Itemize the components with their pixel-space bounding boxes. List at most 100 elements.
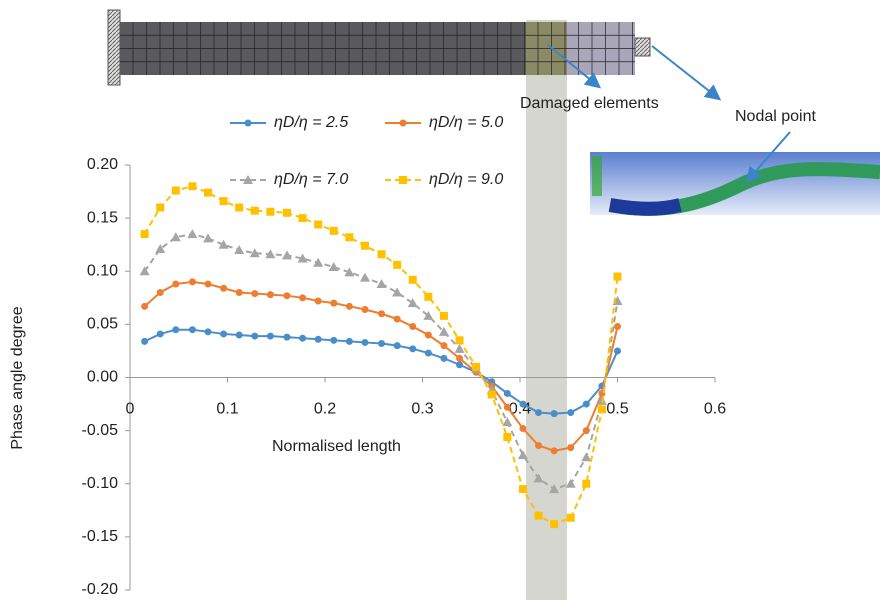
wall xyxy=(108,10,120,85)
legend-item: ηD/η = 2.5 xyxy=(230,114,348,131)
data-point xyxy=(234,245,244,254)
data-point xyxy=(614,273,622,281)
data-point xyxy=(204,189,212,197)
data-point xyxy=(456,355,463,362)
data-point xyxy=(456,361,463,368)
data-point xyxy=(157,330,164,337)
data-point xyxy=(299,294,306,301)
legend-marker xyxy=(400,120,407,127)
data-point xyxy=(582,480,590,488)
data-point xyxy=(425,350,432,357)
data-point xyxy=(566,479,576,488)
data-point xyxy=(504,390,511,397)
data-point xyxy=(409,345,416,352)
data-point xyxy=(393,261,401,269)
beam-diagram xyxy=(108,10,650,85)
data-point xyxy=(598,405,606,413)
fe-inset xyxy=(590,152,880,215)
data-point xyxy=(236,289,243,296)
data-point xyxy=(220,285,227,292)
data-point xyxy=(503,433,511,441)
data-point xyxy=(488,391,496,399)
data-point xyxy=(378,340,385,347)
data-point xyxy=(205,328,212,335)
data-point xyxy=(614,347,621,354)
data-point xyxy=(425,332,432,339)
legend-item: ηD/η = 7.0 xyxy=(230,171,348,188)
data-point xyxy=(251,290,258,297)
legend-label: ηD/η = 2.5 xyxy=(274,114,348,131)
nodal-point xyxy=(635,38,650,56)
data-point xyxy=(567,514,575,522)
page: {"chart_data": {"type": "line", "x_label… xyxy=(0,0,880,600)
data-point xyxy=(205,281,212,288)
data-point xyxy=(535,409,542,416)
x-tick-label: 0.3 xyxy=(411,401,433,418)
y-tick-label: 0.15 xyxy=(87,209,118,226)
data-point xyxy=(440,312,448,320)
y-axis-label: Phase angle degree xyxy=(9,306,26,449)
legend-marker xyxy=(245,120,252,127)
y-tick-label: 0.00 xyxy=(87,369,118,386)
data-point xyxy=(519,485,527,493)
data-point xyxy=(187,229,197,238)
data-point xyxy=(141,338,148,345)
data-point xyxy=(394,316,401,323)
data-point xyxy=(583,401,590,408)
legend-label: ηD/η = 5.0 xyxy=(429,114,503,131)
data-point xyxy=(141,303,148,310)
data-point xyxy=(188,182,196,190)
data-point xyxy=(408,298,418,307)
legend-label: ηD/η = 7.0 xyxy=(274,171,348,188)
data-point xyxy=(581,452,591,461)
arrow xyxy=(652,46,718,98)
data-point xyxy=(203,233,213,242)
data-point xyxy=(315,336,322,343)
data-point xyxy=(220,330,227,337)
data-point xyxy=(282,250,292,259)
y-tick-label: -0.15 xyxy=(82,528,119,545)
y-tick-label: -0.05 xyxy=(82,422,119,439)
inset-beam-part xyxy=(610,205,680,209)
data-point xyxy=(360,273,370,282)
data-point xyxy=(345,233,353,241)
y-tick-label: -0.10 xyxy=(82,475,119,492)
legend-item: ηD/η = 9.0 xyxy=(385,171,503,188)
data-point xyxy=(535,442,542,449)
data-point xyxy=(456,336,464,344)
data-point xyxy=(236,332,243,339)
y-tick-label: -0.20 xyxy=(82,581,119,598)
data-point xyxy=(378,310,385,317)
data-point xyxy=(157,289,164,296)
data-point xyxy=(504,404,511,411)
data-point xyxy=(535,512,543,520)
data-point xyxy=(614,323,621,330)
data-point xyxy=(283,209,291,217)
y-tick-label: 0.05 xyxy=(87,316,118,333)
data-point xyxy=(502,417,512,426)
data-point xyxy=(394,342,401,349)
data-point xyxy=(551,447,558,454)
data-point xyxy=(392,288,402,297)
annotation: Nodal point xyxy=(735,108,817,125)
data-point xyxy=(189,278,196,285)
data-point xyxy=(267,291,274,298)
annotation: Damaged elements xyxy=(520,95,659,112)
data-point xyxy=(220,197,228,205)
data-point xyxy=(299,214,307,222)
data-point xyxy=(266,208,274,216)
data-point xyxy=(455,344,465,353)
x-axis-label: Normalised length xyxy=(272,438,401,455)
data-point xyxy=(567,409,574,416)
x-tick-label: 0.5 xyxy=(606,401,628,418)
data-point xyxy=(346,303,353,310)
data-point xyxy=(314,221,322,229)
legend-item: ηD/η = 5.0 xyxy=(385,114,503,131)
data-point xyxy=(424,293,432,301)
data-point xyxy=(551,410,558,417)
inset-legend xyxy=(592,156,602,196)
data-point xyxy=(315,298,322,305)
data-point xyxy=(330,227,338,235)
x-tick-label: 0.1 xyxy=(216,401,238,418)
chart: Damaged elements Nodal point Normalised … xyxy=(0,0,880,600)
